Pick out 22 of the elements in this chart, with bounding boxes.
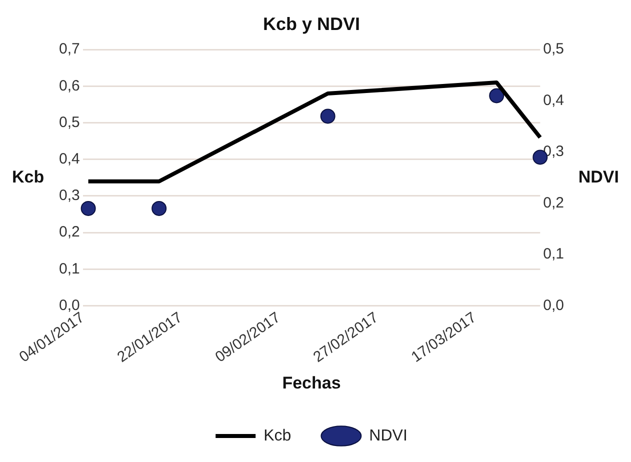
y-axis-title: Kcb [12, 167, 44, 186]
point [152, 200, 167, 216]
x-axis-title: Fechas [282, 373, 341, 392]
point [320, 108, 336, 124]
y-tick-label: 0,4 [58, 150, 80, 168]
y2-axis-title: NDVI [578, 167, 619, 186]
chart-title: Kcb y NDVI [262, 14, 360, 34]
y2-tick-label: 0,0 [543, 296, 564, 314]
point [489, 88, 504, 104]
y-tick-label: 0,1 [58, 260, 80, 278]
y2-tick-label: 0,4 [543, 92, 564, 109]
y2-tick-label: 0,1 [543, 246, 564, 263]
y-tick-label: 0,6 [58, 77, 80, 94]
y-tick-label: 0,2 [58, 224, 80, 241]
y-tick-label: 0,3 [58, 187, 80, 204]
y-tick-label: 0,7 [58, 40, 80, 58]
y2-tick-label: 0,2 [543, 194, 564, 212]
legend-label: Kcb [264, 427, 292, 444]
point [80, 200, 96, 216]
y-tick-label: 0,5 [58, 114, 80, 131]
y2-tick-label: 0,5 [543, 40, 564, 58]
legend-label: NDVI [369, 427, 408, 444]
